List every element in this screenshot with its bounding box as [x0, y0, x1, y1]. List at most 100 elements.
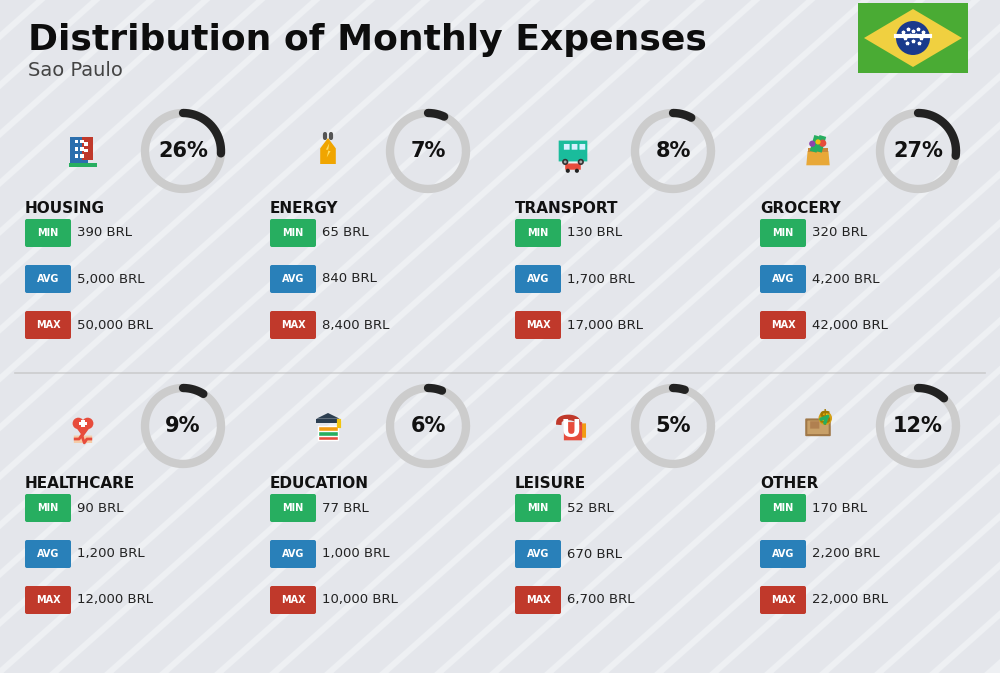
FancyBboxPatch shape: [318, 426, 338, 431]
Text: AVG: AVG: [527, 274, 549, 284]
Text: 77 BRL: 77 BRL: [322, 501, 369, 514]
Circle shape: [566, 169, 570, 173]
FancyBboxPatch shape: [82, 137, 93, 160]
Circle shape: [815, 139, 821, 145]
FancyBboxPatch shape: [75, 154, 78, 157]
Text: MIN: MIN: [527, 503, 549, 513]
Text: 670 BRL: 670 BRL: [567, 548, 622, 561]
FancyBboxPatch shape: [25, 586, 71, 614]
Text: 6,700 BRL: 6,700 BRL: [567, 594, 635, 606]
FancyBboxPatch shape: [75, 147, 78, 151]
Text: MIN: MIN: [527, 228, 549, 238]
Text: 17,000 BRL: 17,000 BRL: [567, 318, 643, 332]
Text: AVG: AVG: [37, 549, 59, 559]
FancyBboxPatch shape: [25, 540, 71, 568]
Polygon shape: [316, 413, 340, 419]
Text: 8,400 BRL: 8,400 BRL: [322, 318, 389, 332]
FancyBboxPatch shape: [760, 586, 806, 614]
Text: 1,200 BRL: 1,200 BRL: [77, 548, 145, 561]
Circle shape: [579, 160, 582, 164]
Text: 320 BRL: 320 BRL: [812, 227, 867, 240]
FancyBboxPatch shape: [810, 421, 819, 429]
Text: 42,000 BRL: 42,000 BRL: [812, 318, 888, 332]
Text: MAX: MAX: [771, 320, 795, 330]
Text: Distribution of Monthly Expenses: Distribution of Monthly Expenses: [28, 23, 707, 57]
Text: MAX: MAX: [281, 595, 305, 605]
Text: 5%: 5%: [655, 416, 691, 436]
Text: MAX: MAX: [526, 320, 550, 330]
Text: GROCERY: GROCERY: [760, 201, 841, 216]
FancyBboxPatch shape: [318, 435, 338, 440]
FancyBboxPatch shape: [515, 311, 561, 339]
Circle shape: [578, 159, 584, 165]
Circle shape: [73, 418, 84, 429]
FancyBboxPatch shape: [760, 540, 806, 568]
FancyBboxPatch shape: [564, 144, 570, 149]
FancyBboxPatch shape: [79, 421, 87, 425]
FancyBboxPatch shape: [70, 137, 88, 166]
FancyBboxPatch shape: [80, 154, 84, 157]
Text: MAX: MAX: [36, 595, 60, 605]
Text: 840 BRL: 840 BRL: [322, 273, 377, 285]
Text: AVG: AVG: [527, 549, 549, 559]
Text: 8%: 8%: [655, 141, 691, 161]
FancyBboxPatch shape: [270, 586, 316, 614]
FancyBboxPatch shape: [270, 311, 316, 339]
FancyBboxPatch shape: [270, 494, 316, 522]
Text: 7%: 7%: [410, 141, 446, 161]
Text: 2,200 BRL: 2,200 BRL: [812, 548, 880, 561]
FancyBboxPatch shape: [515, 265, 561, 293]
FancyBboxPatch shape: [760, 494, 806, 522]
Text: U: U: [561, 418, 581, 442]
Circle shape: [575, 169, 579, 173]
Text: 1,700 BRL: 1,700 BRL: [567, 273, 635, 285]
FancyBboxPatch shape: [574, 423, 586, 437]
Text: HEALTHCARE: HEALTHCARE: [25, 476, 135, 491]
Text: 50,000 BRL: 50,000 BRL: [77, 318, 153, 332]
Circle shape: [819, 139, 826, 147]
FancyBboxPatch shape: [808, 149, 828, 151]
Text: 5,000 BRL: 5,000 BRL: [77, 273, 144, 285]
FancyBboxPatch shape: [25, 494, 71, 522]
Polygon shape: [73, 423, 93, 437]
FancyBboxPatch shape: [80, 139, 84, 143]
FancyBboxPatch shape: [69, 164, 97, 167]
Text: 170 BRL: 170 BRL: [812, 501, 867, 514]
Text: 22,000 BRL: 22,000 BRL: [812, 594, 888, 606]
FancyBboxPatch shape: [74, 435, 92, 443]
Text: MIN: MIN: [37, 228, 59, 238]
FancyBboxPatch shape: [760, 265, 806, 293]
FancyBboxPatch shape: [559, 141, 587, 162]
Text: AVG: AVG: [37, 274, 59, 284]
Text: MIN: MIN: [772, 228, 794, 238]
Text: 12,000 BRL: 12,000 BRL: [77, 594, 153, 606]
Text: AVG: AVG: [772, 549, 794, 559]
FancyBboxPatch shape: [25, 311, 71, 339]
FancyBboxPatch shape: [270, 265, 316, 293]
Text: MAX: MAX: [526, 595, 550, 605]
FancyBboxPatch shape: [579, 144, 585, 149]
Circle shape: [564, 160, 567, 164]
Text: MIN: MIN: [282, 503, 304, 513]
Polygon shape: [806, 151, 830, 166]
Circle shape: [820, 413, 831, 424]
Text: 90 BRL: 90 BRL: [77, 501, 124, 514]
Circle shape: [562, 159, 568, 165]
FancyBboxPatch shape: [270, 219, 316, 247]
FancyBboxPatch shape: [515, 540, 561, 568]
FancyBboxPatch shape: [25, 265, 71, 293]
Text: 52 BRL: 52 BRL: [567, 501, 614, 514]
Polygon shape: [864, 9, 962, 67]
FancyBboxPatch shape: [270, 540, 316, 568]
FancyBboxPatch shape: [565, 164, 581, 170]
Text: MAX: MAX: [771, 595, 795, 605]
FancyBboxPatch shape: [318, 431, 338, 435]
Text: Sao Paulo: Sao Paulo: [28, 61, 123, 80]
FancyBboxPatch shape: [858, 3, 968, 73]
Text: OTHER: OTHER: [760, 476, 818, 491]
Text: EDUCATION: EDUCATION: [270, 476, 369, 491]
FancyBboxPatch shape: [515, 586, 561, 614]
Text: 9%: 9%: [165, 416, 201, 436]
Text: 65 BRL: 65 BRL: [322, 227, 369, 240]
Text: MAX: MAX: [36, 320, 60, 330]
